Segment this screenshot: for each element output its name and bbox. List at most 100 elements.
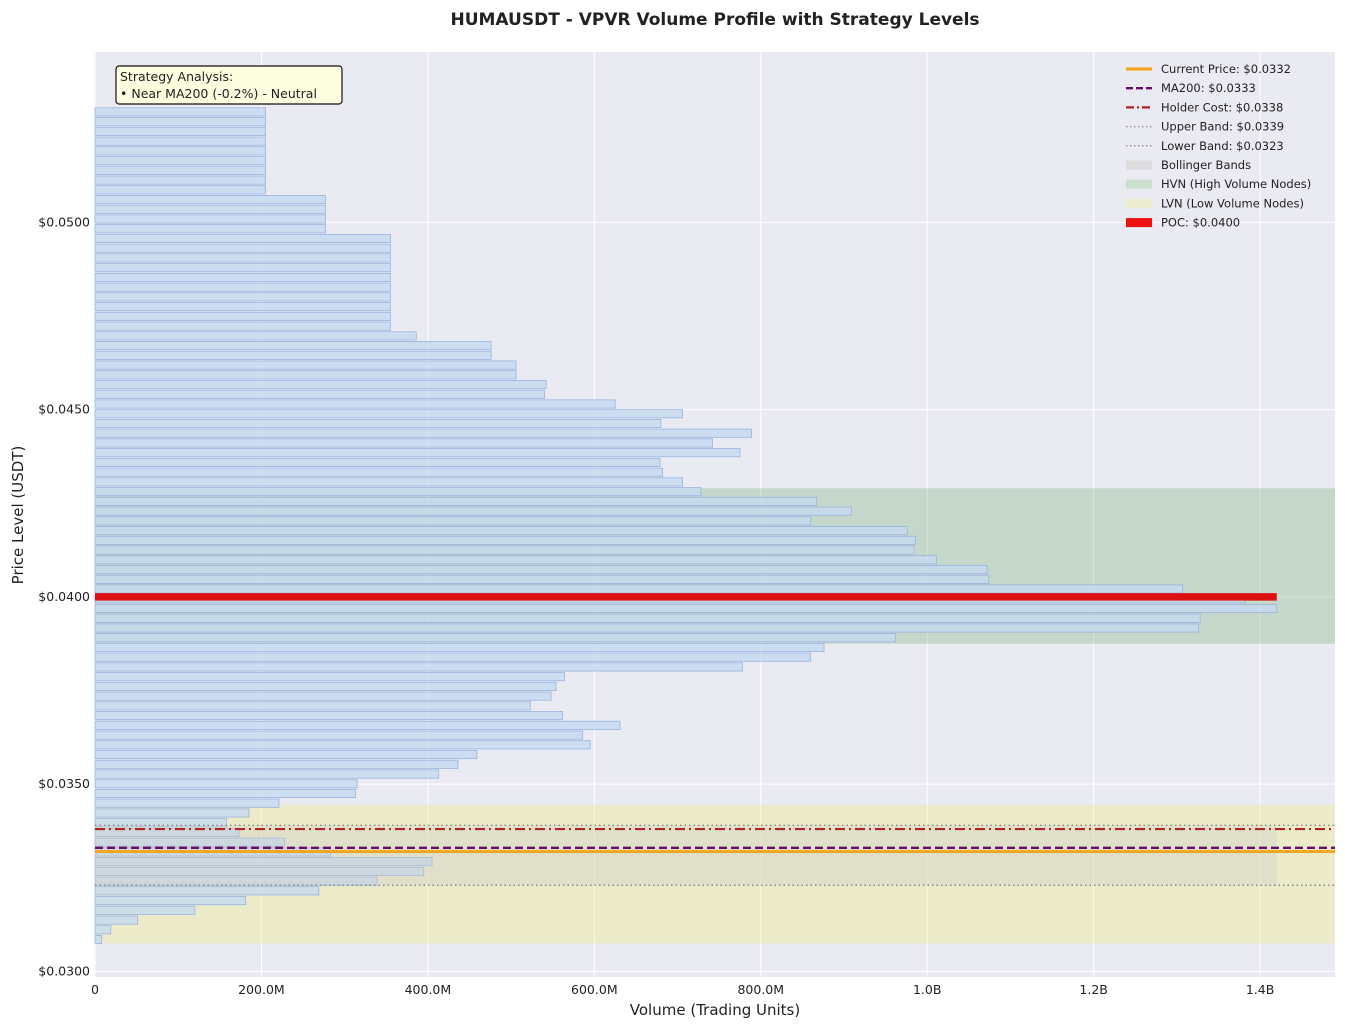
legend-label: HVN (High Volume Nodes)	[1161, 177, 1311, 191]
legend-label: Current Price: $0.0332	[1161, 62, 1291, 76]
volume-bar	[94, 788, 356, 799]
volume-bar	[94, 769, 440, 779]
volume-bar	[94, 107, 267, 117]
y-tick-label: $0.0300	[38, 963, 90, 978]
volume-bar	[94, 905, 196, 915]
volume-bar	[94, 438, 713, 448]
x-tick-label: 0	[91, 982, 99, 997]
volume-bar	[94, 448, 741, 458]
volume-bar	[94, 915, 138, 925]
volume-bar	[94, 204, 326, 214]
volume-bar	[94, 263, 391, 273]
volume-bar	[94, 496, 817, 506]
volume-bar	[94, 720, 621, 730]
volume-bar	[94, 389, 545, 399]
volume-bar	[94, 175, 267, 185]
y-tick-label: $0.0400	[38, 589, 90, 604]
volume-bar	[94, 380, 547, 390]
volume-bar	[94, 214, 326, 224]
volume-bar	[94, 535, 916, 545]
legend-label: Upper Band: $0.0339	[1161, 120, 1284, 134]
volume-bar	[94, 779, 358, 789]
volume-bar	[94, 740, 591, 750]
x-tick-label: 1.4B	[1246, 982, 1274, 997]
volume-bar	[94, 642, 825, 652]
volume-bar	[94, 409, 683, 419]
volume-bar	[94, 798, 280, 808]
volume-bar	[94, 331, 417, 341]
volume-bar	[94, 487, 702, 497]
x-tick-label: 200.0M	[238, 982, 285, 997]
chart-legend: Current Price: $0.0332 MA200: $0.0333 Hold…	[1126, 62, 1311, 230]
volume-bar	[94, 701, 531, 711]
volume-bar	[94, 750, 478, 760]
volume-bar	[94, 681, 557, 691]
volume-bar	[94, 457, 661, 467]
volume-bar	[94, 156, 267, 166]
x-tick-label: 1.2B	[1079, 982, 1107, 997]
y-axis-label: Price Level (USDT)	[9, 446, 27, 585]
volume-bar	[94, 516, 812, 526]
legend-swatch	[1126, 160, 1152, 170]
volume-bar	[94, 857, 433, 867]
volume-bar	[94, 935, 103, 945]
volume-bar	[94, 506, 852, 516]
volume-bar	[94, 866, 425, 876]
volume-bar	[94, 526, 908, 536]
legend-label: Bollinger Bands	[1161, 158, 1251, 172]
volume-bar	[94, 837, 286, 847]
legend-label: Holder Cost: $0.0338	[1161, 100, 1283, 114]
volume-bar	[94, 565, 988, 575]
volume-bar	[94, 467, 663, 477]
volume-bar	[94, 185, 267, 195]
y-tick-label: $0.0350	[38, 776, 90, 791]
volume-bar	[94, 428, 753, 438]
volume-bar	[94, 224, 326, 234]
chart-title: HUMAUSDT - VPVR Volume Profile with Stra…	[450, 10, 979, 30]
strategy-level-lines	[95, 824, 1335, 886]
legend-label: MA200: $0.0333	[1161, 81, 1256, 95]
volume-bar	[94, 623, 1199, 633]
volume-bar	[94, 555, 937, 565]
volume-bar	[94, 652, 812, 662]
volume-bar	[94, 633, 896, 643]
volume-bar	[94, 341, 492, 351]
volume-bar	[94, 574, 990, 584]
volume-bar	[94, 311, 391, 321]
poc-bar	[95, 593, 1277, 601]
volume-bar	[94, 418, 662, 429]
volume-bar	[94, 233, 391, 244]
volume-bars	[94, 107, 1278, 945]
volume-bar	[94, 302, 391, 312]
volume-bar	[94, 350, 492, 360]
volume-bar	[94, 613, 1201, 623]
volume-bar	[94, 399, 616, 409]
volume-bar	[94, 545, 915, 555]
y-tick-label: $0.0500	[38, 214, 90, 229]
volume-bar	[94, 711, 564, 721]
volume-bar	[94, 117, 267, 127]
volume-bar	[94, 662, 743, 672]
x-tick-label: 800.0M	[737, 982, 784, 997]
legend-swatch	[1126, 198, 1152, 208]
volume-bar	[94, 360, 517, 370]
volume-bar	[94, 876, 378, 886]
x-tick-label: 1.0B	[913, 982, 941, 997]
volume-bar	[94, 818, 227, 828]
volume-bar	[94, 126, 267, 136]
volume-bar	[94, 243, 391, 253]
legend-swatch	[1126, 218, 1152, 228]
strategy-annotation-box: Strategy Analysis: • Near MA200 (-0.2%) …	[115, 65, 343, 105]
volume-bar	[94, 827, 240, 837]
legend-swatch	[1126, 179, 1152, 189]
x-tick-label: 600.0M	[571, 982, 618, 997]
volume-bar	[94, 672, 565, 682]
bollinger-band-area	[95, 825, 1277, 886]
volume-bar	[94, 292, 391, 302]
volume-bar	[94, 253, 391, 263]
volume-bar	[94, 584, 1184, 594]
annotation-frame	[115, 65, 343, 105]
annotation-title: Strategy Analysis:	[120, 69, 233, 84]
volume-bar	[94, 730, 584, 740]
